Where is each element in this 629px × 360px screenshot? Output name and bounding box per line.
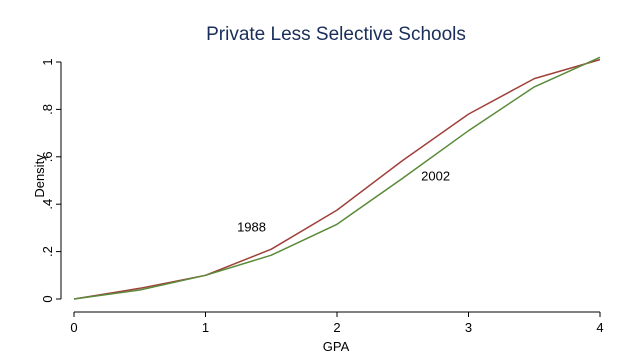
annotation-layer: 1988 2002 [237, 169, 450, 235]
x-tick-label: 3 [465, 320, 472, 335]
series-label-1988: 1988 [237, 219, 266, 234]
y-tick-label: 1 [40, 58, 55, 65]
chart-title: Private Less Selective Schools [206, 24, 466, 45]
y-tick-label: .6 [40, 151, 55, 162]
series-line-1988 [73, 58, 601, 300]
axes: 0 1 2 3 4 0 .2 .4 .6 .8 1 [40, 58, 604, 335]
y-tick-label: .2 [40, 246, 55, 257]
x-axis-label: GPA [323, 339, 350, 354]
x-tick-label: 0 [70, 320, 77, 335]
y-tick-label: .4 [40, 199, 55, 210]
y-tick-label: .8 [40, 104, 55, 115]
x-tick-label: 1 [202, 320, 209, 335]
y-axis-label: Density [32, 154, 47, 198]
x-tick-label: 2 [333, 320, 340, 335]
series-layer [73, 56, 601, 300]
series-line-2002 [73, 56, 601, 300]
y-tick-label: 0 [40, 295, 55, 302]
series-label-2002: 2002 [421, 169, 450, 184]
x-tick-label: 4 [596, 320, 603, 335]
